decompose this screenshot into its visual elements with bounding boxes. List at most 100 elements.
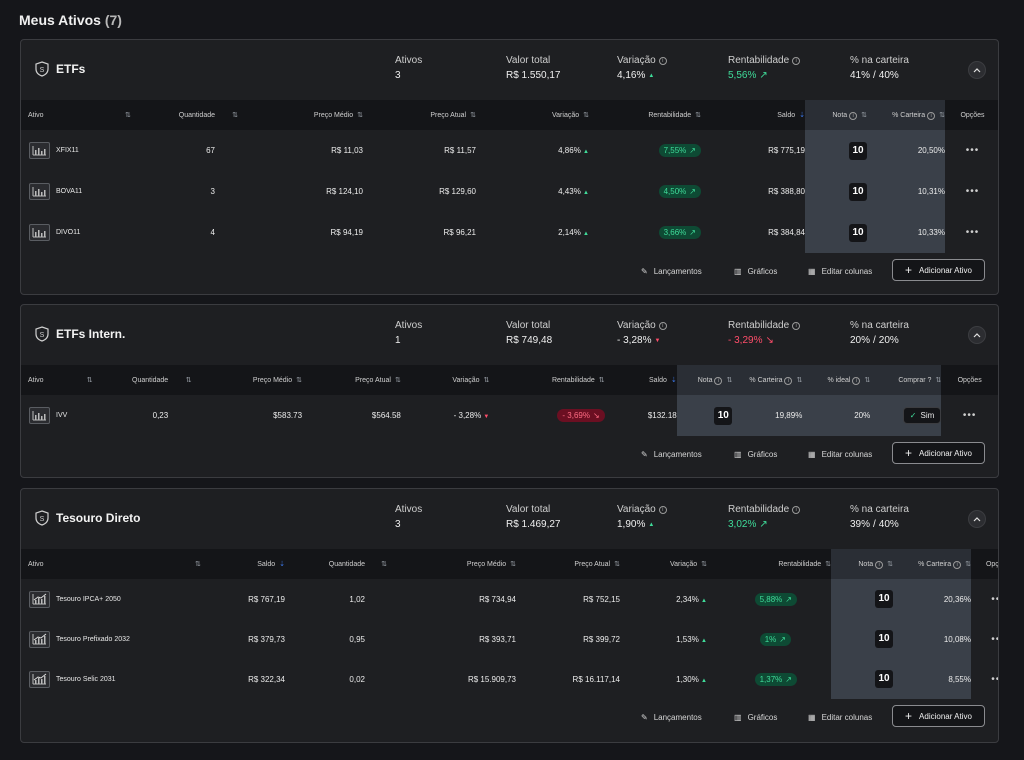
col-rentabilidade[interactable]: Rentabilidade ⇅ bbox=[778, 561, 831, 568]
asset-ticker[interactable]: DIVO11 bbox=[56, 229, 81, 236]
etfs-intern-table: Ativo ⇅ Quantidade ⇅ Preço Médio ⇅ Preço … bbox=[21, 365, 998, 436]
check-circle-icon: ✓ bbox=[909, 411, 917, 420]
col-preco-atual[interactable]: Preço Atual ⇅ bbox=[574, 561, 620, 568]
col-variacao[interactable]: Variação ⇅ bbox=[670, 561, 707, 568]
editar-colunas-link[interactable]: ▦ Editar colunas bbox=[808, 450, 873, 459]
nota-badge: 10 bbox=[849, 182, 867, 201]
info-icon[interactable]: i bbox=[658, 321, 667, 330]
col-carteira[interactable]: % Carteira i ⇅ bbox=[867, 100, 945, 130]
arrow-down-icon: ▼ bbox=[654, 337, 661, 344]
asset-ticker[interactable]: BOVA11 bbox=[56, 188, 83, 195]
add-asset-button[interactable]: + Adicionar Ativo bbox=[892, 259, 985, 281]
table-row[interactable]: Tesouro Prefixado 2032 R$ 379,73 0,95 R$… bbox=[21, 619, 998, 659]
svg-text:S: S bbox=[40, 332, 45, 339]
col-variacao[interactable]: Variação ⇅ bbox=[452, 377, 490, 384]
more-dots-icon[interactable]: ••• bbox=[965, 227, 980, 238]
cell-variacao: 2,14% ▲ bbox=[558, 228, 589, 237]
lancamentos-link[interactable]: ✎ Lançamentos bbox=[641, 450, 702, 459]
sort-icon: ⇅ bbox=[598, 377, 605, 384]
stat-variacao: Variação i 4,16% ▲ bbox=[617, 55, 667, 81]
edit-doc-icon: ✎ bbox=[641, 450, 648, 459]
col-carteira[interactable]: % Carteira i ⇅ bbox=[893, 549, 971, 579]
cell-preco-atual: $564.58 bbox=[371, 411, 401, 420]
asset-ticker[interactable]: Tesouro Selic 2031 bbox=[56, 675, 116, 683]
arrow-up-icon: ▲ bbox=[701, 637, 707, 644]
cell-rentabilidade: - 3,69% ↘ bbox=[489, 395, 605, 436]
col-preco-atual[interactable]: Preço Atual ⇅ bbox=[430, 112, 476, 119]
graficos-link[interactable]: ▥ Gráficos bbox=[734, 267, 778, 276]
col-saldo[interactable]: Saldo ⇣ bbox=[648, 377, 677, 384]
col-preco-medio[interactable]: Preço Médio ⇅ bbox=[466, 561, 516, 568]
cell-variacao: 2,34% ▲ bbox=[676, 594, 707, 604]
cell-preco-atual: R$ 16.117,14 bbox=[572, 674, 620, 684]
col-preco-medio[interactable]: Preço Médio ⇅ bbox=[252, 377, 303, 384]
col-rentabilidade[interactable]: Rentabilidade ⇅ bbox=[648, 112, 701, 119]
col-rentabilidade[interactable]: Rentabilidade ⇅ bbox=[551, 377, 605, 384]
info-icon: i bbox=[714, 376, 723, 385]
col-preco-medio[interactable]: Preço Médio ⇅ bbox=[313, 112, 363, 119]
add-asset-button[interactable]: + Adicionar Ativo bbox=[892, 705, 985, 727]
add-asset-button[interactable]: + Adicionar Ativo bbox=[892, 442, 985, 464]
col-variacao[interactable]: Variação ⇅ bbox=[552, 112, 589, 119]
asset-ticker[interactable]: Tesouro Prefixado 2032 bbox=[56, 635, 130, 643]
collapse-button[interactable] bbox=[968, 326, 986, 344]
shield-s-icon: S bbox=[35, 326, 49, 342]
col-nota[interactable]: Nota i ⇅ bbox=[805, 100, 867, 130]
lancamentos-link[interactable]: ✎ Lançamentos bbox=[641, 267, 702, 276]
col-saldo[interactable]: Saldo ⇣ bbox=[257, 561, 285, 568]
col-preco-atual[interactable]: Preço Atual ⇅ bbox=[355, 377, 401, 384]
cell-carteira: 10,33% bbox=[867, 212, 945, 253]
table-row[interactable]: Tesouro IPCA+ 2050 R$ 767,19 1,02 R$ 734… bbox=[21, 579, 998, 619]
table-row[interactable]: XFIX11 67 R$ 11,03 R$ 11,57 4,86% ▲ 7,55… bbox=[21, 130, 998, 171]
more-dots-icon[interactable]: ••• bbox=[965, 145, 980, 156]
cell-saldo: R$ 379,73 bbox=[248, 634, 285, 644]
table-row[interactable]: IVV 0,23 $583.73 $564.58 - 3,28% ▼ - 3,6… bbox=[21, 395, 998, 436]
col-ativo: Ativo bbox=[28, 376, 44, 384]
info-icon[interactable]: i bbox=[792, 505, 801, 514]
lancamentos-link[interactable]: ✎ Lançamentos bbox=[641, 713, 702, 722]
asset-ticker[interactable]: Tesouro IPCA+ 2050 bbox=[56, 595, 121, 603]
more-dots-icon[interactable]: ••• bbox=[962, 410, 977, 421]
stat-na-carteira: % na carteira 41%/40% bbox=[850, 55, 909, 81]
cell-preco-atual: R$ 129,60 bbox=[439, 187, 476, 196]
info-icon[interactable]: i bbox=[792, 321, 801, 330]
bar-chart-icon bbox=[29, 407, 50, 424]
trend-up-icon: ↗ bbox=[779, 634, 786, 644]
table-row[interactable]: Tesouro Selic 2031 R$ 322,34 0,02 R$ 15.… bbox=[21, 659, 998, 699]
comprar-badge[interactable]: ✓ Sim bbox=[902, 407, 942, 424]
more-dots-icon[interactable]: ••• bbox=[991, 673, 998, 685]
asset-ticker[interactable]: XFIX11 bbox=[56, 147, 79, 154]
editar-colunas-link[interactable]: ▦ Editar colunas bbox=[808, 713, 873, 722]
graficos-link[interactable]: ▥ Gráficos bbox=[734, 713, 778, 722]
cell-preco-medio: R$ 94,19 bbox=[330, 228, 363, 237]
col-carteira[interactable]: % Carteira i ⇅ bbox=[732, 365, 803, 395]
col-comprar[interactable]: Comprar ? ⇅ bbox=[870, 365, 942, 395]
asset-ticker[interactable]: IVV bbox=[56, 412, 68, 419]
col-ideal[interactable]: % ideal i ⇅ bbox=[802, 365, 871, 395]
cell-carteira: 20,36% bbox=[893, 579, 971, 619]
collapse-button[interactable] bbox=[968, 510, 986, 528]
col-saldo[interactable]: Saldo ⇣ bbox=[777, 112, 805, 119]
collapse-button[interactable] bbox=[968, 61, 986, 79]
info-icon[interactable]: i bbox=[658, 56, 667, 65]
stat-na-carteira: % na carteira 20%/20% bbox=[850, 320, 909, 346]
info-icon[interactable]: i bbox=[658, 505, 667, 514]
card-title: Tesouro Direto bbox=[56, 511, 141, 525]
info-icon[interactable]: i bbox=[792, 56, 801, 65]
graficos-link[interactable]: ▥ Gráficos bbox=[734, 450, 778, 459]
more-dots-icon[interactable]: ••• bbox=[991, 633, 998, 645]
sort-icon: ⇅ bbox=[394, 377, 401, 384]
more-dots-icon[interactable]: ••• bbox=[965, 186, 980, 197]
col-nota[interactable]: Nota i ⇅ bbox=[676, 365, 733, 395]
trend-up-icon: ↗ bbox=[689, 187, 696, 196]
col-nota[interactable]: Nota i ⇅ bbox=[831, 549, 893, 579]
table-row[interactable]: DIVO11 4 R$ 94,19 R$ 96,21 2,14% ▲ 3,66%… bbox=[21, 212, 998, 253]
editar-colunas-link[interactable]: ▦ Editar colunas bbox=[808, 267, 873, 276]
svg-text:S: S bbox=[40, 67, 45, 74]
more-dots-icon[interactable]: ••• bbox=[991, 593, 998, 605]
trend-chart-icon bbox=[29, 670, 50, 688]
svg-text:S: S bbox=[40, 516, 45, 523]
table-row[interactable]: BOVA11 3 R$ 124,10 R$ 129,60 4,43% ▲ 4,5… bbox=[21, 171, 998, 212]
columns-icon: ▦ bbox=[808, 267, 816, 276]
sort-icon: ⇅ bbox=[296, 377, 303, 384]
